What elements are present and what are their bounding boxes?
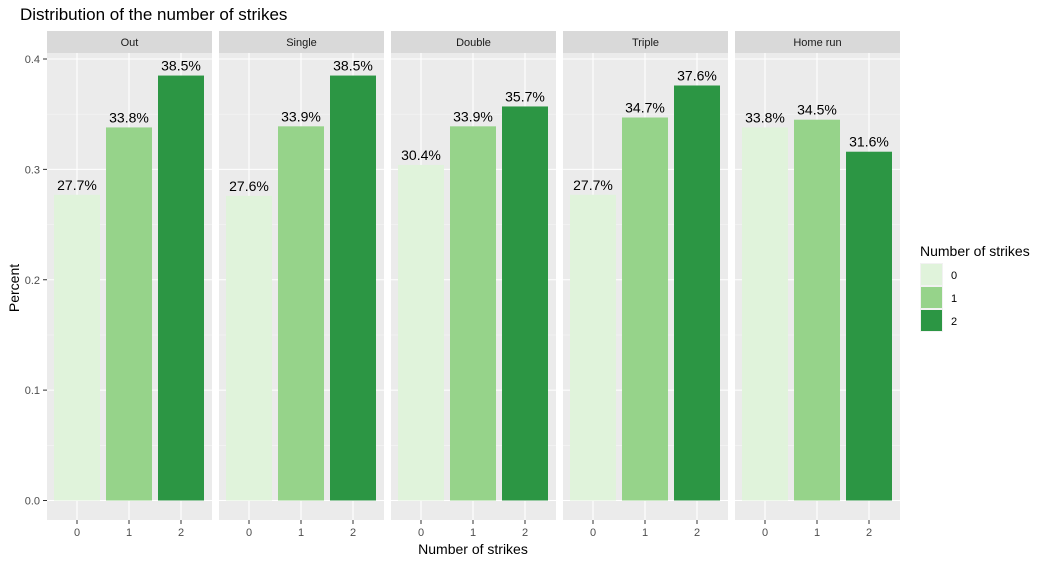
bar-data-label: 34.5%: [797, 102, 837, 118]
bar-data-label: 33.9%: [281, 108, 321, 124]
facet-panels: Out 27.7% 33.8% 38.5% 0 1 2 Single 27.6% 33.9% 38.…: [47, 31, 900, 539]
bar-triple-1: [622, 117, 668, 501]
y-axis: 0.0 0.1 0.2 0.3 0.4: [25, 54, 47, 508]
bar-data-label: 38.5%: [161, 58, 201, 74]
facet-strip: [563, 31, 728, 53]
legend-swatch-1: [921, 287, 942, 308]
bar-single-1: [278, 126, 324, 501]
facet-strip-label: Out: [121, 37, 139, 49]
x-tick-label: 0: [74, 527, 80, 539]
legend-title: Number of strikes: [920, 243, 1030, 259]
bar-out-0: [54, 194, 100, 501]
bar-triple-2: [674, 85, 720, 501]
y-axis-title: Percent: [6, 264, 22, 312]
legend-label: 0: [951, 270, 957, 282]
x-tick-label: 0: [246, 527, 252, 539]
legend-swatch-0: [921, 264, 942, 285]
y-tick-label: 0.3: [25, 164, 40, 176]
y-tick-label: 0.1: [25, 385, 40, 397]
legend-swatch-2: [921, 310, 942, 331]
facet-strip: [219, 31, 384, 53]
bar-double-2: [502, 106, 548, 501]
bar-data-label: 35.7%: [505, 88, 545, 104]
bar-home-run-0: [742, 127, 788, 501]
x-tick-label: 1: [470, 527, 476, 539]
facet-strip-label: Double: [456, 37, 491, 49]
bar-data-label: 33.8%: [745, 109, 785, 125]
bar-double-1: [450, 126, 496, 501]
x-tick-label: 2: [178, 527, 184, 539]
bar-single-0: [226, 195, 272, 501]
bar-home-run-2: [846, 151, 892, 501]
x-tick-label: 1: [814, 527, 820, 539]
bar-data-label: 34.7%: [625, 99, 665, 115]
facet-strip-label: Single: [286, 37, 317, 49]
chart-title: Distribution of the number of strikes: [20, 5, 287, 24]
bar-data-label: 30.4%: [401, 147, 441, 163]
y-tick-label: 0.0: [25, 496, 40, 508]
facet-panel-triple: Triple 27.7% 34.7% 37.6% 0 1 2: [563, 31, 728, 539]
x-tick-label: 2: [522, 527, 528, 539]
facet-panel-home-run: Home run 33.8% 34.5% 31.6% 0 1 2: [735, 31, 900, 539]
facet-strip: [47, 31, 212, 53]
x-tick-label: 2: [694, 527, 700, 539]
y-tick-label: 0.2: [25, 275, 40, 287]
bar-data-label: 33.8%: [109, 109, 149, 125]
x-tick-label: 0: [762, 527, 768, 539]
bar-data-label: 38.5%: [333, 58, 373, 74]
bar-out-2: [158, 75, 204, 501]
legend-label: 1: [951, 293, 957, 305]
facet-strip: [391, 31, 556, 53]
y-tick-label: 0.4: [25, 54, 40, 66]
x-tick-label: 1: [642, 527, 648, 539]
x-tick-label: 0: [418, 527, 424, 539]
facet-strip-label: Home run: [793, 37, 841, 49]
x-tick-label: 0: [590, 527, 596, 539]
facet-panel-double: Double 30.4% 33.9% 35.7% 0 1 2: [391, 31, 556, 539]
bar-double-0: [398, 164, 444, 501]
bar-data-label: 31.6%: [849, 134, 889, 150]
bar-data-label: 27.7%: [573, 177, 613, 193]
bar-home-run-1: [794, 119, 840, 501]
bar-data-label: 33.9%: [453, 108, 493, 124]
x-tick-label: 1: [298, 527, 304, 539]
x-tick-label: 2: [866, 527, 872, 539]
x-tick-label: 1: [126, 527, 132, 539]
bar-data-label: 37.6%: [677, 67, 717, 83]
facet-strip: [735, 31, 900, 53]
x-tick-label: 2: [350, 527, 356, 539]
legend: Number of strikes 0 1 2: [920, 243, 1030, 332]
bar-single-2: [330, 75, 376, 501]
legend-label: 2: [951, 316, 957, 328]
facet-panel-out: Out 27.7% 33.8% 38.5% 0 1 2: [47, 31, 212, 539]
bar-data-label: 27.7%: [57, 177, 97, 193]
bar-triple-0: [570, 194, 616, 501]
x-axis-title: Number of strikes: [418, 541, 528, 557]
bar-data-label: 27.6%: [229, 178, 269, 194]
bar-out-1: [106, 127, 152, 501]
facet-strip-label: Triple: [632, 37, 659, 49]
facet-panel-single: Single 27.6% 33.9% 38.5% 0 1 2: [219, 31, 384, 539]
